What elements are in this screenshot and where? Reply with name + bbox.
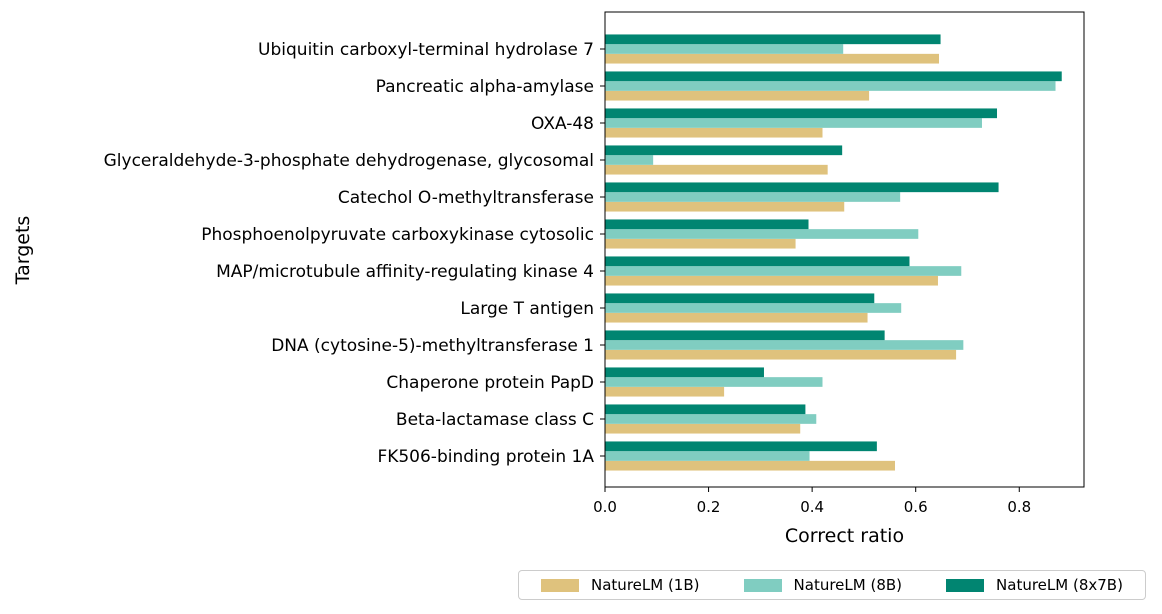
bar-naturelm-8x7b--6 [605,256,910,267]
y-tick-label: Catechol O-methyltransferase [338,188,594,208]
bar-naturelm-8b--8 [605,340,964,350]
bar-naturelm-8x7b--2 [605,108,998,119]
bar-naturelm-8x7b--3 [605,145,843,156]
y-axis: Ubiquitin carboxyl-terminal hydrolase 7 P… [104,40,605,467]
bar-naturelm-8b--6 [605,266,962,276]
y-tick-label: Ubiquitin carboxyl-terminal hydrolase 7 [258,40,594,60]
x-tick-label: 0.6 [904,498,928,516]
y-tick-label: Pancreatic alpha-amylase [376,77,594,97]
bar-naturelm-1b--11 [605,460,895,471]
bar-naturelm-1b--4 [605,201,845,212]
bar-naturelm-8x7b--1 [605,71,1062,82]
bar-naturelm-1b--9 [605,386,725,397]
bar-naturelm-8b--5 [605,229,919,239]
bar-naturelm-1b--3 [605,164,828,175]
bar-naturelm-1b--7 [605,312,868,323]
x-tick-label: 0.2 [697,498,721,516]
bar-naturelm-8b--0 [605,44,844,54]
y-tick-label: Beta-lactamase class C [396,410,594,430]
legend-entry: NatureLM (8x7B) [946,576,1123,594]
bar-layer [605,34,1062,471]
bar-naturelm-8b--1 [605,81,1056,91]
y-tick-label: Phosphoenolpyruvate carboxykinase cytoso… [201,225,594,245]
bar-naturelm-1b--0 [605,53,940,64]
bar-naturelm-8x7b--10 [605,404,806,415]
legend-entry: NatureLM (8B) [743,576,903,594]
y-tick-label: OXA-48 [531,114,594,134]
x-axis: 0.0 0.2 0.4 0.6 0.8 [593,487,1031,516]
bar-naturelm-8x7b--7 [605,293,875,304]
bar-naturelm-8x7b--0 [605,34,941,45]
chart: Ubiquitin carboxyl-terminal hydrolase 7 P… [12,11,1085,547]
bar-naturelm-1b--8 [605,349,957,360]
bar-naturelm-1b--6 [605,275,938,286]
bar-naturelm-8x7b--5 [605,219,809,230]
bar-naturelm-8x7b--8 [605,330,885,341]
bar-naturelm-8b--2 [605,118,982,128]
x-tick-label: 0.8 [1007,498,1031,516]
bar-naturelm-1b--10 [605,423,801,434]
legend-label: NatureLM (8B) [793,576,903,594]
bar-naturelm-1b--2 [605,127,823,138]
x-axis-label: Correct ratio [785,525,904,547]
legend-entry: NatureLM (1B) [541,576,700,594]
y-tick-label: DNA (cytosine-5)-methyltransferase 1 [271,336,594,356]
y-tick-label: MAP/microtubule affinity-regulating kina… [216,262,594,282]
bar-naturelm-8b--4 [605,192,901,202]
bar-naturelm-8x7b--9 [605,367,764,378]
bar-naturelm-8b--7 [605,303,902,313]
bar-naturelm-8b--10 [605,414,817,424]
y-tick-label: Glyceraldehyde-3-phosphate dehydrogenase… [104,151,594,171]
bar-naturelm-1b--1 [605,90,870,101]
bar-naturelm-8b--11 [605,451,810,461]
legend-swatch [541,578,580,592]
bar-naturelm-8x7b--4 [605,182,999,193]
axes-frame [604,11,1085,488]
y-axis-label: Targets [12,216,34,286]
x-tick-label: 0.4 [800,498,824,516]
legend-label: NatureLM (8x7B) [996,576,1123,594]
legend-swatch [946,578,985,592]
legend-swatch [743,578,782,592]
legend: NatureLM (1B) NatureLM (8B) NatureLM (8x7B… [518,570,1146,600]
y-tick-label: FK506-binding protein 1A [377,447,594,467]
bar-naturelm-8b--9 [605,377,823,387]
bar-naturelm-8b--3 [605,155,654,165]
y-tick-label: Large T antigen [460,299,594,319]
x-tick-label: 0.0 [593,498,617,516]
bar-naturelm-1b--5 [605,238,796,249]
legend-label: NatureLM (1B) [591,576,700,594]
y-tick-label: Chaperone protein PapD [386,373,594,393]
bar-naturelm-8x7b--11 [605,441,877,452]
